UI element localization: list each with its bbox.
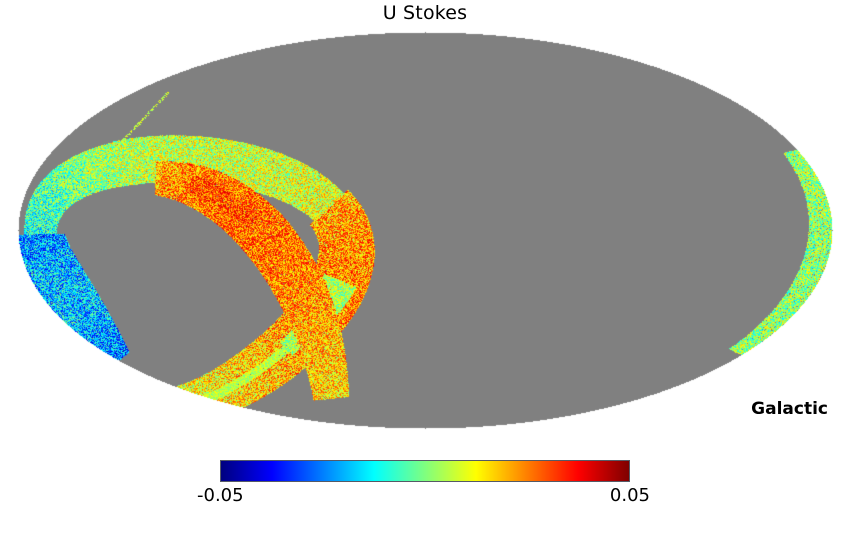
colorbar: -0.05 0.05 [197,460,650,506]
colorbar-min-tick: -0.05 [197,485,244,506]
mollweide-sky-map [0,0,850,445]
colorbar-max-tick: 0.05 [609,485,650,506]
coordinate-system-label: Galactic [751,399,828,419]
colorbar-gradient [220,460,630,482]
